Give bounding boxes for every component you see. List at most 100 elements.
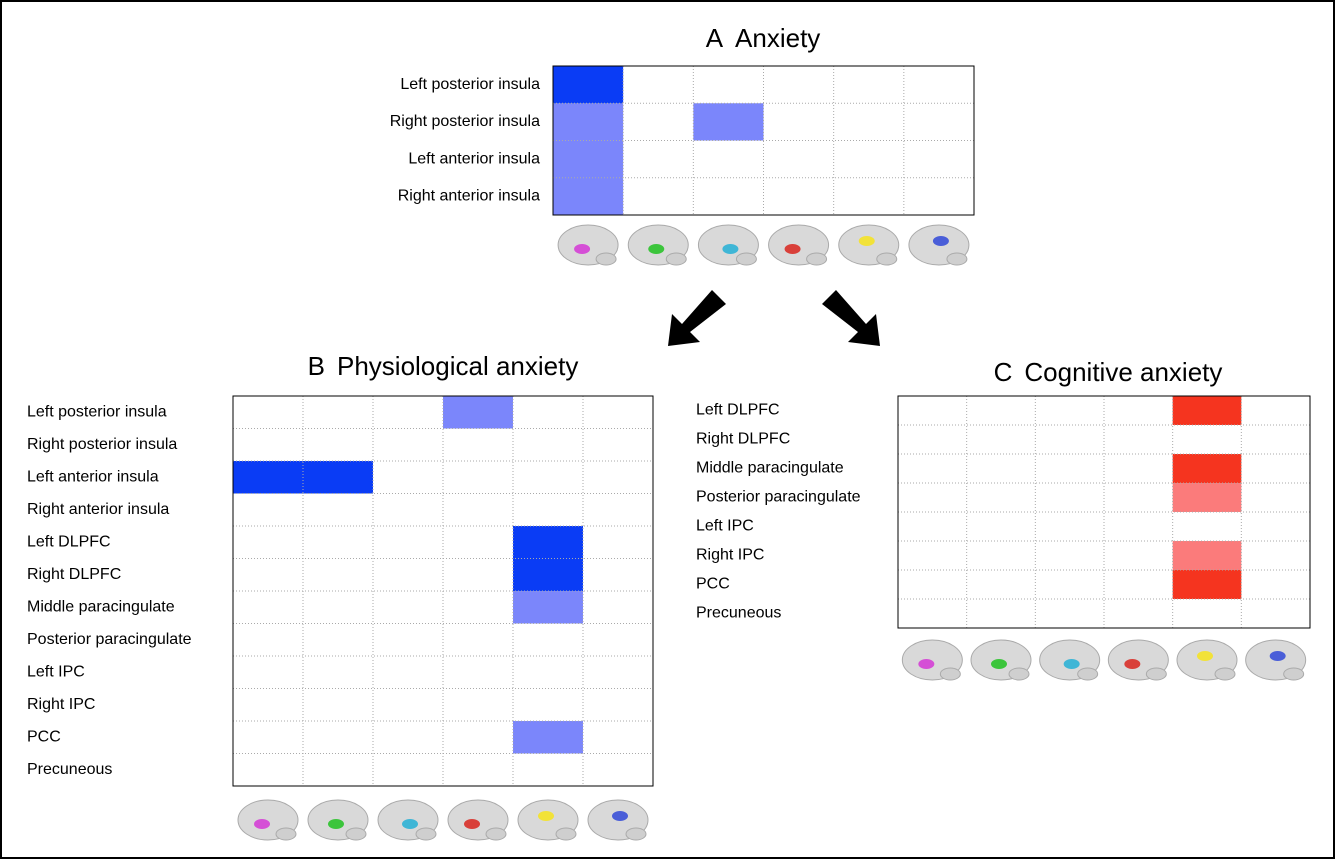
cell (583, 396, 654, 429)
cell (443, 526, 514, 559)
cell (303, 623, 374, 657)
cell (303, 591, 374, 624)
cell (373, 526, 444, 559)
cell (1104, 512, 1173, 542)
panel-title: C Cognitive anxiety (994, 357, 1223, 387)
cell (1241, 512, 1311, 542)
brain-icon (1245, 639, 1307, 681)
row-label: Left IPC (27, 663, 85, 680)
row-label: Precuneous (27, 761, 112, 778)
row-label: Right IPC (27, 696, 95, 713)
cell (513, 753, 584, 787)
cell (583, 623, 654, 657)
region-blob (648, 244, 665, 254)
region-blob (464, 819, 480, 829)
cell (763, 140, 834, 179)
region-blob (1063, 659, 1080, 669)
cell (833, 140, 905, 179)
cell (443, 623, 514, 657)
cell (513, 493, 584, 527)
cell (583, 493, 654, 527)
arrow-right (822, 290, 880, 346)
cell (443, 656, 514, 689)
cell (443, 493, 514, 527)
cell (233, 396, 304, 429)
brain-icon (307, 799, 369, 841)
cell (1035, 512, 1105, 542)
cerebellum (735, 252, 757, 266)
cell (443, 558, 514, 592)
region-blob (254, 819, 270, 829)
row-label: Precuneous (696, 605, 781, 622)
brain-icon (587, 799, 649, 841)
row-label: Middle paracingulate (696, 460, 844, 477)
cerebellum (876, 252, 898, 266)
cell (233, 688, 304, 722)
panel-title-text: Anxiety (735, 23, 820, 53)
panel-letter: C (994, 357, 1013, 387)
cell (763, 66, 834, 104)
cell (443, 396, 514, 429)
cell (833, 103, 905, 141)
region-blob (328, 819, 344, 829)
brain-icon (377, 799, 439, 841)
region-blob (1124, 659, 1141, 669)
cell (233, 623, 304, 657)
cell (553, 140, 624, 179)
arrow-left (668, 290, 726, 346)
cell (1241, 541, 1311, 571)
cerebellum (415, 827, 437, 841)
brain-icon (908, 224, 970, 266)
heatmap-frame (552, 65, 975, 216)
cell (373, 753, 444, 787)
row-label: Left DLPFC (696, 402, 780, 419)
cell (553, 103, 624, 141)
cell (583, 753, 654, 787)
region-blob (538, 811, 554, 821)
cell (233, 753, 304, 787)
cerebellum (946, 252, 968, 266)
brain-icon (237, 799, 299, 841)
cell (513, 688, 584, 722)
cell (1241, 425, 1311, 455)
panel: C Cognitive anxiety Left DLPFC Right DLPFC M… (696, 357, 1311, 681)
cell (373, 688, 444, 722)
cell (966, 454, 1036, 484)
arrows (668, 290, 880, 346)
cerebellum (806, 252, 828, 266)
cell (373, 493, 444, 527)
cerebellum (625, 827, 647, 841)
cell (233, 721, 304, 754)
cell (443, 461, 514, 494)
brain-icon (768, 224, 830, 266)
cell (513, 461, 584, 494)
cerebellum (1008, 667, 1030, 681)
cell (513, 591, 584, 624)
cell (623, 177, 694, 216)
cell (903, 66, 975, 104)
cell (693, 66, 764, 104)
cell (513, 721, 584, 754)
region-blob (932, 236, 949, 246)
brain-icon (901, 639, 963, 681)
cell (303, 526, 374, 559)
cell (1241, 570, 1311, 600)
cell (443, 721, 514, 754)
panel-title: B Physiological anxiety (308, 351, 579, 381)
cell (693, 140, 764, 179)
region-blob (1269, 651, 1286, 661)
cell (513, 526, 584, 559)
cell (583, 558, 654, 592)
row-label: Right posterior insula (390, 113, 540, 130)
cell (1241, 599, 1311, 629)
cell (693, 103, 764, 141)
cell (233, 591, 304, 624)
row-label: Right DLPFC (27, 566, 121, 583)
region-blob (918, 659, 935, 669)
cerebellum (555, 827, 577, 841)
brain-icon (838, 224, 900, 266)
brain-icon (697, 224, 759, 266)
panel-letter: A (706, 23, 724, 53)
row-label: Right IPC (696, 547, 764, 564)
cell (1241, 396, 1311, 426)
